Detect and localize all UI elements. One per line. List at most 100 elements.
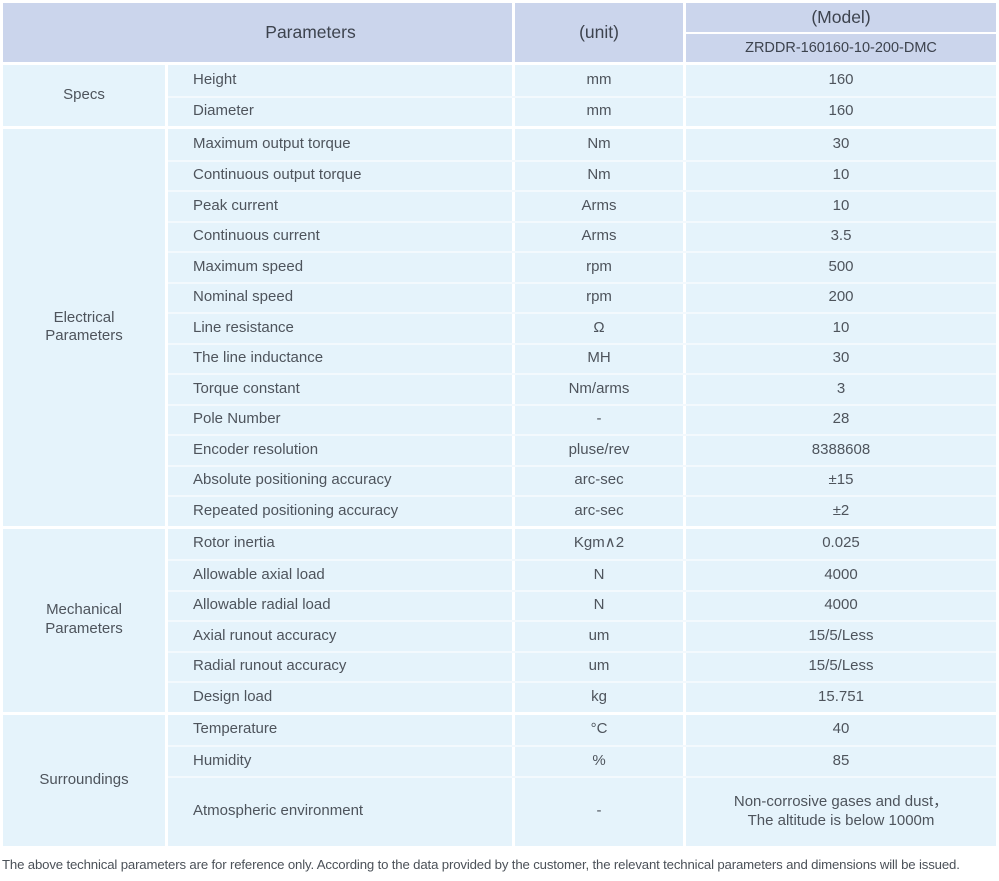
param-cell: Diameter <box>168 97 512 126</box>
value-cell: 15/5/Less <box>686 622 996 651</box>
value-cell: 3 <box>686 375 996 404</box>
spec-table: Parameters (unit) (Model) ZRDDR-160160-1… <box>3 3 996 846</box>
table-row: Pole Number - 28 <box>168 403 996 434</box>
header-model-value: ZRDDR-160160-10-200-DMC <box>745 40 937 57</box>
table-row: Continuous output torque Nm 10 <box>168 159 996 190</box>
table-row: Encoder resolution pluse/rev 8388608 <box>168 434 996 465</box>
param-cell: Nominal speed <box>168 283 512 312</box>
header-unit: (unit) <box>515 3 683 62</box>
table-row: Humidity % 85 <box>168 745 996 776</box>
unit-cell: mm <box>515 65 683 96</box>
header-model-label: (Model) <box>686 3 996 35</box>
unit-cell: Arms <box>515 222 683 251</box>
unit-cell: arc-sec <box>515 497 683 526</box>
section-rows: Height mm 160 Diameter mm 160 <box>168 65 996 126</box>
param-cell: Radial runout accuracy <box>168 652 512 681</box>
unit-cell: pluse/rev <box>515 436 683 465</box>
table-row: The line inductance MH 30 <box>168 342 996 373</box>
value-cell: ±2 <box>686 497 996 526</box>
unit-cell: N <box>515 591 683 620</box>
param-cell: Line resistance <box>168 314 512 343</box>
table-row: Maximum output torque Nm 30 <box>168 129 996 160</box>
param-cell: Maximum output torque <box>168 129 512 160</box>
table-row: Repeated positioning accuracy arc-sec ±2 <box>168 495 996 526</box>
param-cell: Humidity <box>168 747 512 776</box>
table-row: Rotor inertia Kgm∧2 0.025 <box>168 528 996 559</box>
section-label: Surroundings <box>3 714 165 846</box>
table-row: Continuous current Arms 3.5 <box>168 220 996 251</box>
unit-cell: MH <box>515 344 683 373</box>
unit-cell: °C <box>515 714 683 745</box>
section-label: Specs <box>3 65 165 126</box>
table-row: Diameter mm 160 <box>168 95 996 126</box>
param-cell: Peak current <box>168 192 512 221</box>
section-label: Electrical Parameters <box>3 129 165 526</box>
unit-cell: rpm <box>515 283 683 312</box>
table-row: Atmospheric environment - Non-corrosive … <box>168 775 996 846</box>
section-rows: Maximum output torque Nm 30 Continuous o… <box>168 129 996 526</box>
param-cell: Continuous output torque <box>168 161 512 190</box>
value-cell: 160 <box>686 97 996 126</box>
header-parameters: Parameters <box>3 3 512 62</box>
table-row: Height mm 160 <box>168 65 996 96</box>
value-cell: 4000 <box>686 591 996 620</box>
unit-cell: Kgm∧2 <box>515 528 683 559</box>
table-row: Allowable axial load N 4000 <box>168 559 996 590</box>
table-row: Line resistance Ω 10 <box>168 312 996 343</box>
table-row: Absolute positioning accuracy arc-sec ±1… <box>168 464 996 495</box>
value-cell: 10 <box>686 161 996 190</box>
value-cell: 8388608 <box>686 436 996 465</box>
value-cell: 15/5/Less <box>686 652 996 681</box>
value-cell: 15.751 <box>686 683 996 712</box>
unit-cell: N <box>515 561 683 590</box>
param-cell: Height <box>168 65 512 96</box>
table-row: Axial runout accuracy um 15/5/Less <box>168 620 996 651</box>
unit-cell: rpm <box>515 253 683 282</box>
param-cell: Encoder resolution <box>168 436 512 465</box>
table-row: Design load kg 15.751 <box>168 681 996 712</box>
value-cell: 200 <box>686 283 996 312</box>
param-cell: Rotor inertia <box>168 528 512 559</box>
value-cell: 28 <box>686 405 996 434</box>
section: Specs Height mm 160 Diameter mm 160 <box>3 65 996 126</box>
unit-cell: arc-sec <box>515 466 683 495</box>
section-label: Mechanical Parameters <box>3 528 165 712</box>
unit-cell: um <box>515 652 683 681</box>
value-cell: 4000 <box>686 561 996 590</box>
header-model: (Model) ZRDDR-160160-10-200-DMC <box>686 3 996 62</box>
unit-cell: - <box>515 777 683 846</box>
table-row: Radial runout accuracy um 15/5/Less <box>168 650 996 681</box>
value-cell: 500 <box>686 253 996 282</box>
section-rows: Temperature °C 40 Humidity % 85 Atmosphe… <box>168 714 996 846</box>
param-cell: Atmospheric environment <box>168 777 512 846</box>
section: Surroundings Temperature °C 40 Humidity … <box>3 714 996 846</box>
value-cell: 30 <box>686 129 996 160</box>
value-cell: 10 <box>686 314 996 343</box>
unit-cell: - <box>515 405 683 434</box>
param-cell: Axial runout accuracy <box>168 622 512 651</box>
page: Parameters (unit) (Model) ZRDDR-160160-1… <box>0 3 999 881</box>
unit-cell: Nm <box>515 161 683 190</box>
unit-cell: mm <box>515 97 683 126</box>
param-cell: Continuous current <box>168 222 512 251</box>
unit-cell: Ω <box>515 314 683 343</box>
table-row: Torque constant Nm/arms 3 <box>168 373 996 404</box>
value-cell: ±15 <box>686 466 996 495</box>
table-row: Temperature °C 40 <box>168 714 996 745</box>
param-cell: The line inductance <box>168 344 512 373</box>
footer-note: The above technical parameters are for r… <box>2 856 960 872</box>
unit-cell: um <box>515 622 683 651</box>
value-cell: 30 <box>686 344 996 373</box>
table-row: Peak current Arms 10 <box>168 190 996 221</box>
value-cell: 0.025 <box>686 528 996 559</box>
table-body: Specs Height mm 160 Diameter mm 160 Elec… <box>3 65 996 846</box>
table-header: Parameters (unit) (Model) ZRDDR-160160-1… <box>3 3 996 62</box>
value-cell: 160 <box>686 65 996 96</box>
unit-cell: Nm <box>515 129 683 160</box>
param-cell: Allowable axial load <box>168 561 512 590</box>
value-cell: 85 <box>686 747 996 776</box>
param-cell: Pole Number <box>168 405 512 434</box>
value-cell: Non-corrosive gases and dust， The altitu… <box>686 777 996 846</box>
unit-cell: % <box>515 747 683 776</box>
section: Electrical Parameters Maximum output tor… <box>3 129 996 526</box>
